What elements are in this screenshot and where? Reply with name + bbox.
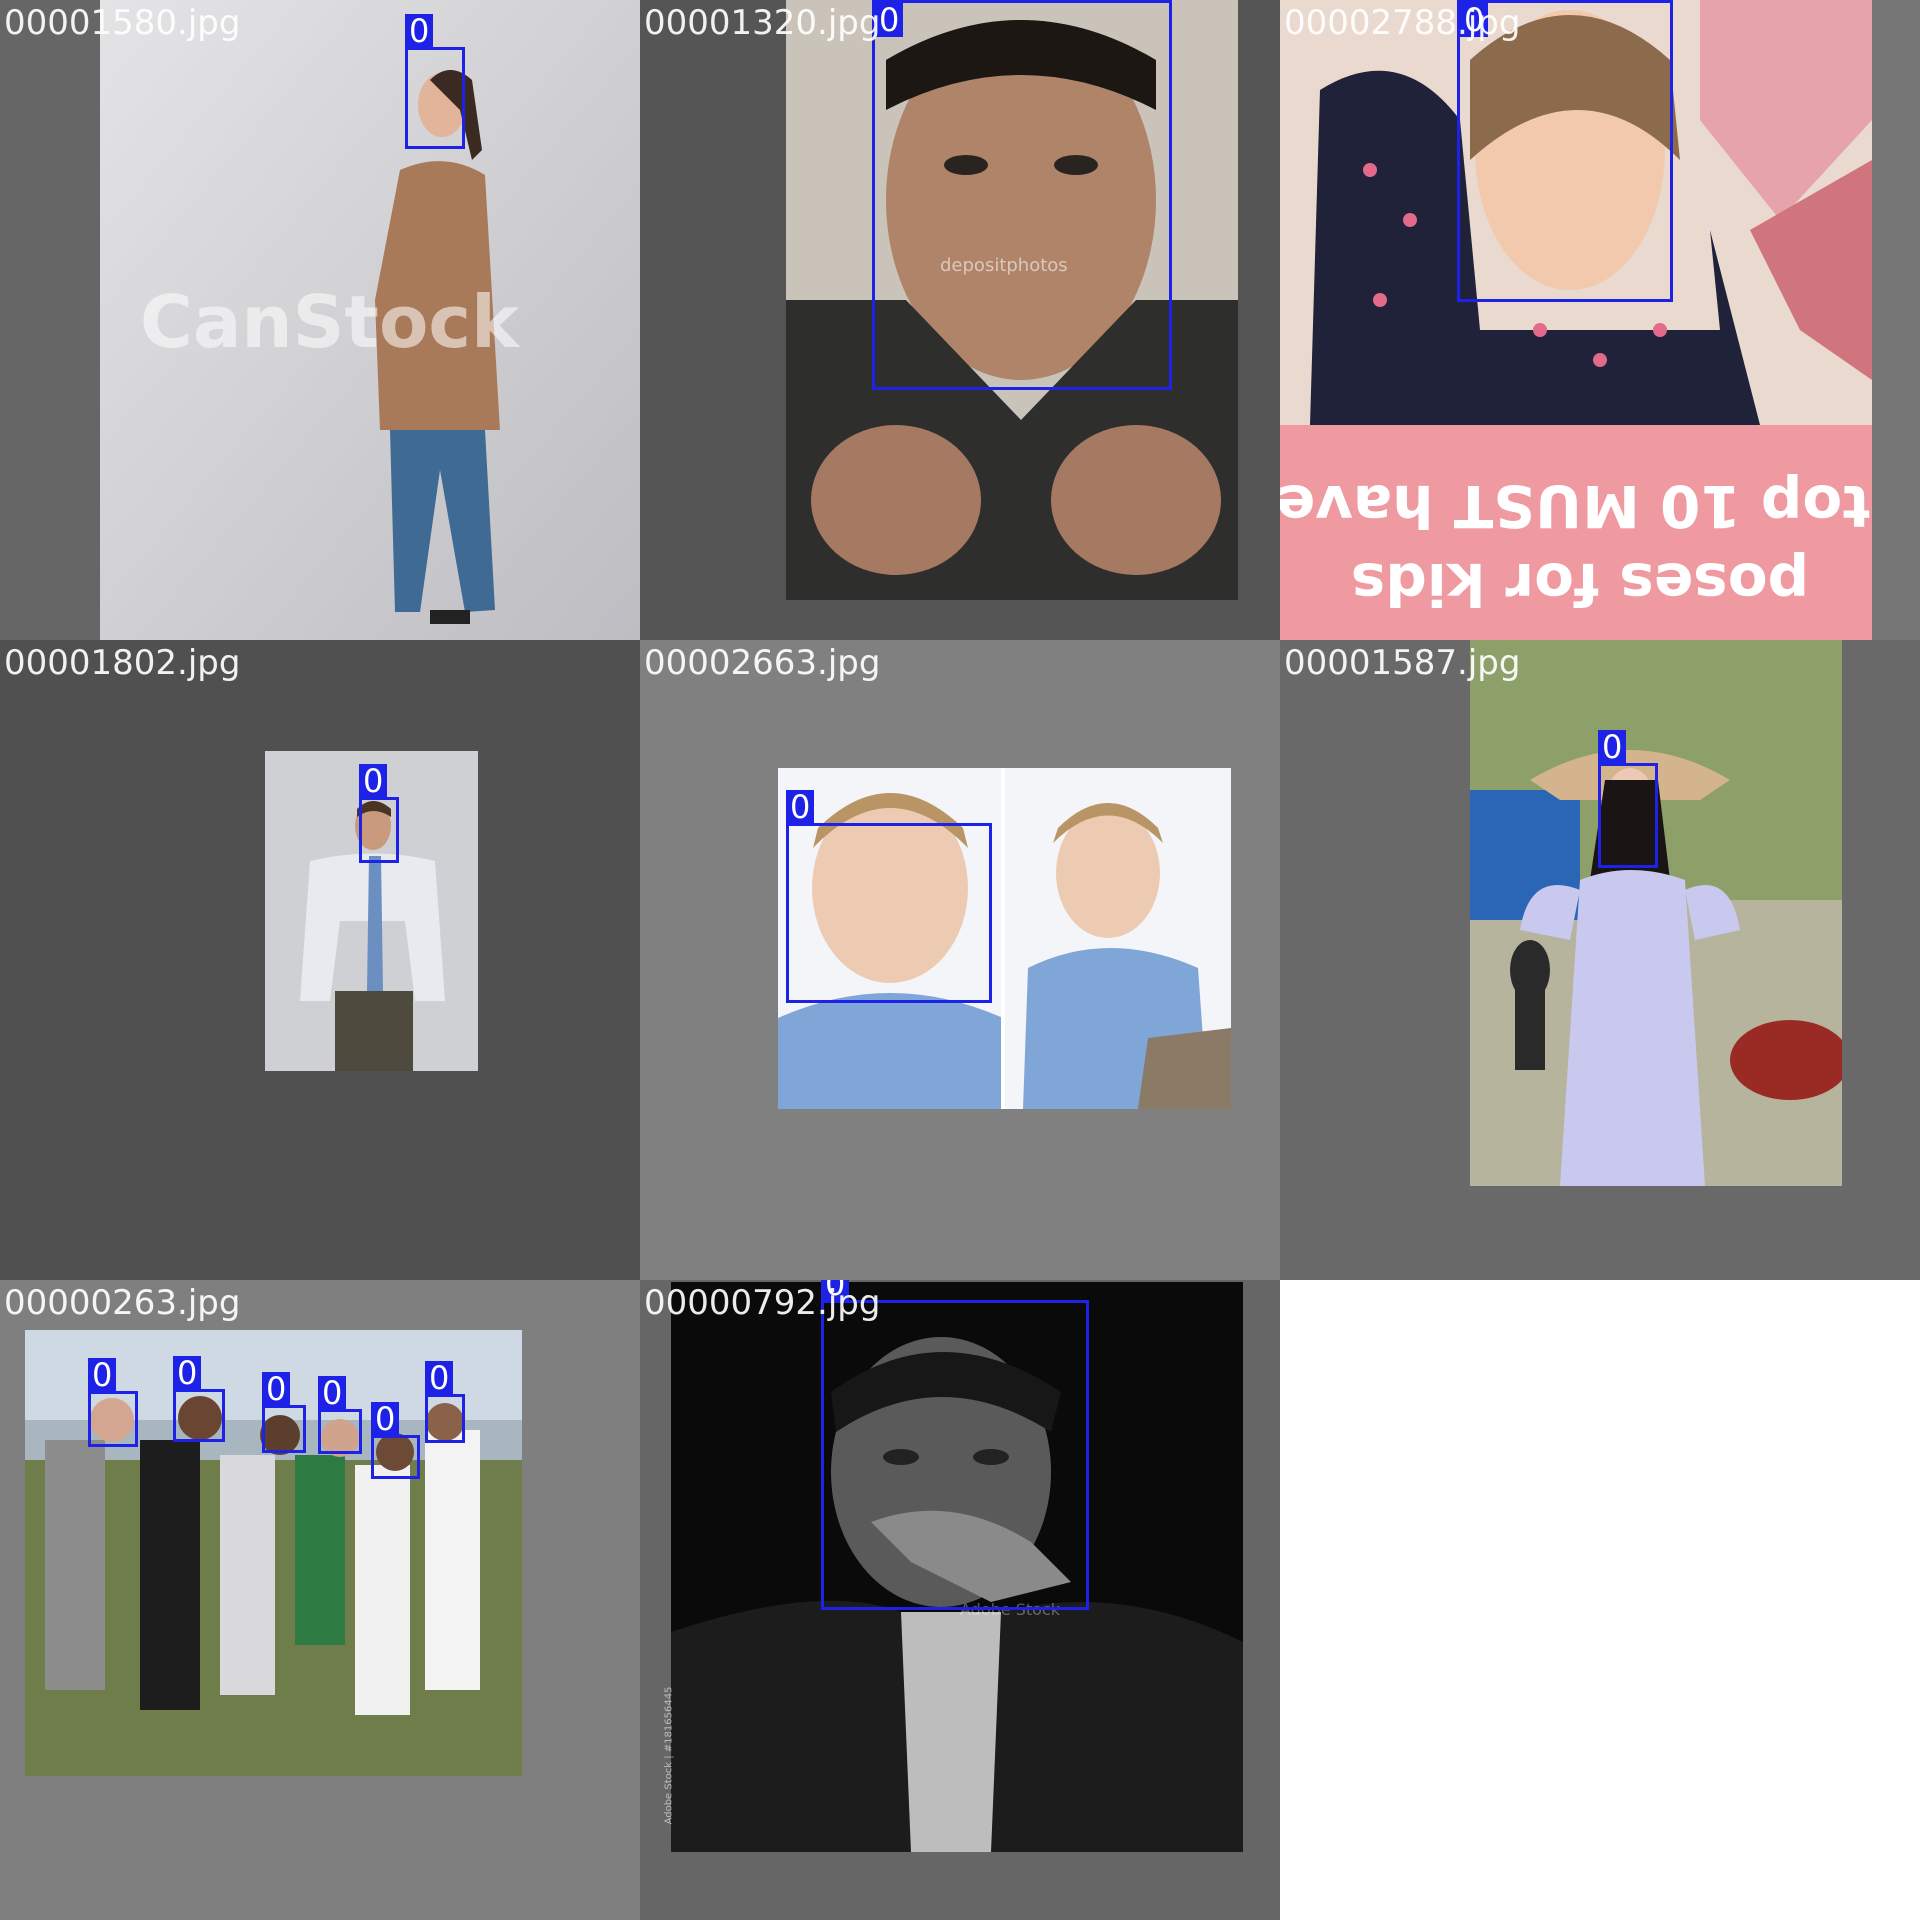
face-bounding-box[interactable]: 0 bbox=[786, 790, 992, 1003]
tile-image bbox=[1470, 640, 1842, 1186]
tile-00002788[interactable]: poses for kids top 10 MUST have 00002788… bbox=[1280, 0, 1920, 640]
tile-image bbox=[265, 751, 478, 1071]
class-label: 0 bbox=[1460, 3, 1489, 37]
class-label: 0 bbox=[786, 790, 815, 824]
tile-filename: 00002788.jpg bbox=[1284, 3, 1521, 43]
class-label: 0 bbox=[318, 1376, 347, 1410]
tile-filename: 00001580.jpg bbox=[4, 3, 241, 43]
face-bounding-box[interactable]: 0 bbox=[88, 1358, 138, 1447]
tile-image bbox=[1280, 0, 1872, 640]
face-bounding-box[interactable]: 0 bbox=[1457, 0, 1673, 302]
face-bounding-box[interactable]: 0 bbox=[173, 1356, 225, 1442]
tile-00000263[interactable]: 00000263.jpg 0 0 0 0 0 0 bbox=[0, 1280, 640, 1920]
tile-image bbox=[671, 1282, 1243, 1852]
tile-00001802[interactable]: 00001802.jpg 0 bbox=[0, 640, 640, 1280]
tile-filename: 00000263.jpg bbox=[4, 1283, 241, 1323]
tile-filename: 00001802.jpg bbox=[4, 643, 241, 683]
class-label: 0 bbox=[88, 1358, 117, 1392]
face-bounding-box[interactable]: 0 bbox=[405, 14, 465, 149]
tile-00000792[interactable]: Adobe Stock Adobe Stock | #181656445 000… bbox=[640, 1280, 1280, 1920]
tile-filename: 00001320.jpg bbox=[644, 3, 881, 43]
face-bounding-box[interactable]: 0 bbox=[359, 764, 399, 863]
face-bounding-box[interactable]: 0 bbox=[821, 1280, 1089, 1610]
class-label: 0 bbox=[359, 764, 388, 798]
tile-00001587[interactable]: 00001587.jpg 0 bbox=[1280, 640, 1920, 1280]
class-label: 0 bbox=[262, 1372, 291, 1406]
tile-00001580[interactable]: CanStock 00001580.jpg 0 bbox=[0, 0, 640, 640]
face-bounding-box[interactable]: 0 bbox=[318, 1376, 362, 1454]
tile-00001320[interactable]: depositphotos 00001320.jpg 0 bbox=[640, 0, 1280, 640]
face-bounding-box[interactable]: 0 bbox=[425, 1361, 465, 1443]
class-label: 0 bbox=[371, 1402, 400, 1436]
class-label: 0 bbox=[425, 1361, 454, 1395]
side-credit-text: Adobe Stock | #181656445 bbox=[663, 1686, 675, 1825]
class-label: 0 bbox=[405, 14, 434, 48]
face-bounding-box[interactable]: 0 bbox=[371, 1402, 420, 1479]
tile-image bbox=[100, 0, 640, 640]
tile-filename: 00002663.jpg bbox=[644, 643, 881, 683]
tile-image bbox=[786, 0, 1238, 600]
watermark-text: CanStock bbox=[140, 280, 519, 364]
tile-filename: 00000792.jpg bbox=[644, 1283, 881, 1323]
tile-filename: 00001587.jpg bbox=[1284, 643, 1521, 683]
tile-00002663[interactable]: 00002663.jpg 0 bbox=[640, 640, 1280, 1280]
watermark-text: depositphotos bbox=[940, 255, 1068, 276]
class-label: 0 bbox=[1598, 730, 1627, 764]
class-label: 0 bbox=[875, 3, 904, 37]
face-bounding-box[interactable]: 0 bbox=[1598, 730, 1658, 868]
tile-image bbox=[25, 1330, 522, 1776]
face-bounding-box[interactable]: 0 bbox=[872, 0, 1172, 390]
banner-line-1: top 10 MUST have bbox=[1280, 472, 1870, 540]
face-bounding-box[interactable]: 0 bbox=[262, 1372, 306, 1453]
empty-tile-slot bbox=[1280, 1280, 1920, 1920]
banner-line-2: poses for kids bbox=[1350, 550, 1810, 618]
class-label: 0 bbox=[173, 1356, 202, 1390]
class-label: 0 bbox=[821, 1280, 850, 1301]
